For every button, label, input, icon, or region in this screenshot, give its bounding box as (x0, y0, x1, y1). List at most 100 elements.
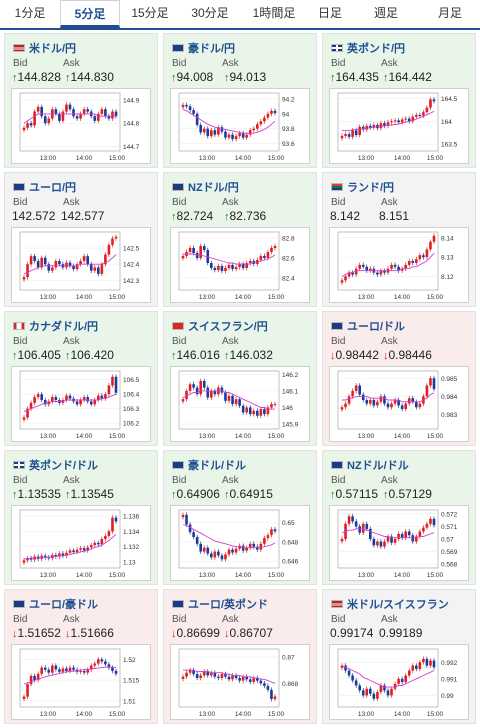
candle (365, 125, 369, 130)
candlestick-chart: 0.985 0.984 0.983 13:00 14:00 15:00 (337, 370, 458, 440)
mini-chart[interactable]: 0.992 0.991 0.99 13:00 14:00 15:00 (329, 644, 469, 720)
pair-name[interactable]: NZドル/円 (188, 182, 239, 194)
candle (379, 270, 383, 275)
moving-average-line (342, 110, 435, 131)
mini-chart[interactable]: 82.8 82.6 82.4 13:00 14:00 15:00 (170, 227, 310, 303)
pair-name[interactable]: スイスフラン/円 (188, 321, 268, 333)
pair-name[interactable]: 英ポンド/円 (347, 43, 406, 55)
bid-price: 164.435 (335, 70, 379, 84)
rate-card[interactable]: カナダドル/円 Bid Ask ↑106.405 ↑106.420 106.5 106.4 1… (4, 311, 158, 446)
candle (93, 400, 97, 405)
pair-title[interactable]: ランド/円 (331, 179, 394, 195)
candle (400, 678, 404, 683)
rate-card[interactable]: 英ポンド/ドル Bid Ask ↑1.13535 ↑1.13545 1.136 1.134 1… (4, 450, 158, 585)
bid-value: ↓1.51652 (12, 626, 61, 640)
arrow-up-icon: ↑ (65, 350, 71, 362)
pair-name[interactable]: ユーロ/英ポンド (188, 599, 269, 611)
pair-title[interactable]: ユーロ/円 (13, 179, 76, 195)
candle (111, 667, 114, 671)
rate-card[interactable]: NZドル/ドル Bid Ask ↑0.57115 ↑0.57129 0.572 0.571 0… (322, 450, 476, 585)
mini-chart[interactable]: 8.14 8.13 8.12 13:00 14:00 15:00 (329, 227, 469, 303)
mini-chart[interactable]: 0.87 0.868 13:00 14:00 15:00 (170, 644, 310, 720)
rate-card[interactable]: ユーロ/ドル Bid Ask ↓0.98442 ↓0.98446 0.985 0.984 0.… (322, 311, 476, 446)
flag-icon (13, 44, 25, 52)
tab-6[interactable]: 週足 (373, 6, 398, 20)
ask-label: Ask (63, 197, 80, 208)
candle (33, 675, 36, 681)
candle (369, 688, 372, 694)
mini-chart[interactable]: 94.2 94 93.8 93.6 13:00 14:00 15:00 (170, 88, 310, 164)
pair-title[interactable]: 豪ドル/ドル (172, 457, 246, 473)
pair-name[interactable]: NZドル/ドル (347, 460, 409, 472)
pair-name[interactable]: ユーロ/豪ドル (29, 599, 99, 611)
mini-chart[interactable]: 164.5 164 163.5 13:00 14:00 15:00 (329, 88, 469, 164)
candle (238, 545, 241, 549)
candle (181, 676, 185, 680)
pair-name[interactable]: 豪ドル/円 (188, 43, 236, 55)
mini-chart[interactable]: 0.572 0.571 0.57 0.569 0.568 13:00 14:00 15:00 (329, 505, 469, 581)
candle (58, 261, 61, 265)
mini-chart[interactable]: 146.2 146.1 146 145.9 13:00 14:00 15:00 (170, 366, 310, 442)
x-tick-label: 13:00 (40, 294, 57, 301)
mini-chart[interactable]: 0.985 0.984 0.983 13:00 14:00 15:00 (329, 366, 469, 442)
pair-name[interactable]: 米ドル/スイスフラン (347, 599, 449, 611)
pair-title[interactable]: スイスフラン/円 (172, 318, 268, 334)
tab-0[interactable]: 1分足 (14, 6, 46, 20)
rate-card[interactable]: ユーロ/円 Bid Ask 142.572 142.577 142.5 142.4 142.3… (4, 172, 158, 307)
rate-card[interactable]: ユーロ/英ポンド Bid Ask ↓0.86699 ↓0.86707 0.87 0.868 1… (163, 589, 317, 724)
mini-chart[interactable]: 1.52 1.515 1.51 13:00 14:00 15:00 (11, 644, 151, 720)
pair-name[interactable]: 豪ドル/ドル (188, 460, 247, 472)
rate-card[interactable]: NZドル/円 Bid Ask ↑82.724 ↑82.736 82.8 82.6 82.4 13… (163, 172, 317, 307)
rate-card[interactable]: 豪ドル/ドル Bid Ask ↑0.64906 ↑0.64915 0.65 0.648 0.6… (163, 450, 317, 585)
pair-name[interactable]: 英ポンド/ドル (29, 460, 99, 472)
tab-1[interactable]: 5分足 (60, 0, 120, 28)
candle (72, 265, 75, 270)
pair-title[interactable]: カナダドル/円 (13, 318, 98, 334)
pair-title[interactable]: 米ドル/円 (13, 40, 76, 56)
y-tick-label: 0.99 (441, 693, 454, 700)
moving-average-line (183, 669, 276, 684)
pair-title[interactable]: 米ドル/スイスフラン (331, 596, 449, 612)
candle (259, 543, 263, 550)
tab-4[interactable]: 1時間足 (252, 6, 296, 20)
rate-card[interactable]: 米ドル/円 Bid Ask ↑144.828 ↑144.830 144.9 144.8 144… (4, 33, 158, 168)
tab-3[interactable]: 30分足 (191, 6, 229, 20)
mini-chart[interactable]: 0.65 0.648 0.646 13:00 14:00 15:00 (170, 505, 310, 581)
pair-title[interactable]: ユーロ/豪ドル (13, 596, 98, 612)
pair-name[interactable]: ランド/円 (347, 182, 395, 194)
candle (100, 539, 104, 545)
rate-card[interactable]: ランド/円 Bid Ask 8.142 8.151 8.14 8.13 8.12 13:00 14… (322, 172, 476, 307)
pair-title[interactable]: ユーロ/ドル (331, 318, 405, 334)
candle (351, 390, 354, 397)
mini-chart[interactable]: 1.136 1.134 1.132 1.13 13:00 14:00 15:00 (11, 505, 151, 581)
candle (372, 539, 376, 546)
mini-chart[interactable]: 106.5 106.4 106.3 106.2 13:00 14:00 15:00 (11, 366, 151, 442)
candle (386, 536, 390, 542)
y-tick-label: 146.2 (282, 372, 299, 379)
pair-name[interactable]: ユーロ/ドル (347, 321, 406, 333)
rate-card[interactable]: 米ドル/スイスフラン Bid Ask 0.99174 0.99189 0.992 0.991… (322, 589, 476, 724)
rate-card[interactable]: 豪ドル/円 Bid Ask ↑94.008 ↑94.013 94.2 94 93.8 93.6 1… (163, 33, 317, 168)
pair-name[interactable]: 米ドル/円 (29, 43, 77, 55)
rate-card[interactable]: スイスフラン/円 Bid Ask ↑146.016 ↑146.032 146.2 146.1… (163, 311, 317, 446)
rate-card[interactable]: 英ポンド/円 Bid Ask ↑164.435 ↑164.442 164.5 164 163.… (322, 33, 476, 168)
tab-5[interactable]: 日足 (317, 6, 342, 20)
mini-chart[interactable]: 142.5 142.4 142.3 13:00 14:00 15:00 (11, 227, 151, 303)
pair-name[interactable]: カナダドル/円 (29, 321, 99, 333)
pair-title[interactable]: 英ポンド/円 (331, 40, 405, 56)
rate-card[interactable]: ユーロ/豪ドル Bid Ask ↓1.51652 ↓1.51666 1.52 1.515 1.… (4, 589, 158, 724)
x-tick-label: 15:00 (427, 572, 444, 579)
candle (365, 688, 369, 696)
pair-name[interactable]: ユーロ/円 (29, 182, 77, 194)
candle (68, 395, 72, 399)
mini-chart[interactable]: 144.9 144.8 144.7 13:00 14:00 15:00 (11, 88, 151, 164)
pair-title[interactable]: ユーロ/英ポンド (172, 596, 268, 612)
pair-title[interactable]: 英ポンド/ドル (13, 457, 98, 473)
tab-2[interactable]: 15分足 (131, 6, 169, 20)
ask-price: 94.013 (229, 70, 267, 84)
candle (404, 118, 407, 120)
pair-title[interactable]: NZドル/ドル (331, 457, 409, 473)
pair-title[interactable]: NZドル/円 (172, 179, 239, 195)
tab-7[interactable]: 月足 (437, 6, 462, 20)
pair-title[interactable]: 豪ドル/円 (172, 40, 235, 56)
